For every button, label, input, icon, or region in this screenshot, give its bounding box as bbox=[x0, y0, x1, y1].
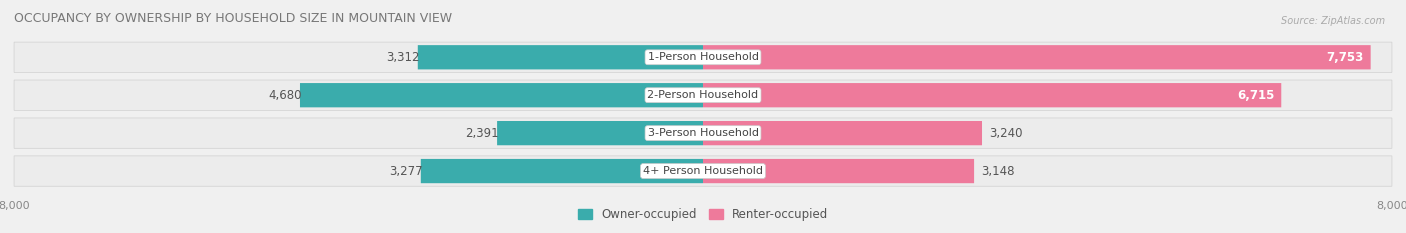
Text: 4,680: 4,680 bbox=[269, 89, 302, 102]
Text: 2-Person Household: 2-Person Household bbox=[647, 90, 759, 100]
Text: 2,391: 2,391 bbox=[465, 127, 499, 140]
Text: 6,715: 6,715 bbox=[1237, 89, 1274, 102]
FancyBboxPatch shape bbox=[703, 45, 1371, 69]
FancyBboxPatch shape bbox=[703, 159, 974, 183]
Text: 3,312: 3,312 bbox=[387, 51, 419, 64]
Text: 3,277: 3,277 bbox=[389, 164, 423, 178]
Text: Source: ZipAtlas.com: Source: ZipAtlas.com bbox=[1281, 16, 1385, 26]
Text: 3-Person Household: 3-Person Household bbox=[648, 128, 758, 138]
Text: 7,753: 7,753 bbox=[1326, 51, 1364, 64]
FancyBboxPatch shape bbox=[418, 45, 703, 69]
FancyBboxPatch shape bbox=[703, 121, 981, 145]
FancyBboxPatch shape bbox=[14, 118, 1392, 148]
FancyBboxPatch shape bbox=[703, 83, 1281, 107]
Text: OCCUPANCY BY OWNERSHIP BY HOUSEHOLD SIZE IN MOUNTAIN VIEW: OCCUPANCY BY OWNERSHIP BY HOUSEHOLD SIZE… bbox=[14, 11, 453, 24]
Text: 3,148: 3,148 bbox=[981, 164, 1015, 178]
FancyBboxPatch shape bbox=[420, 159, 703, 183]
Text: 3,240: 3,240 bbox=[988, 127, 1022, 140]
FancyBboxPatch shape bbox=[498, 121, 703, 145]
FancyBboxPatch shape bbox=[14, 80, 1392, 110]
Text: 4+ Person Household: 4+ Person Household bbox=[643, 166, 763, 176]
Legend: Owner-occupied, Renter-occupied: Owner-occupied, Renter-occupied bbox=[572, 203, 834, 226]
Text: 1-Person Household: 1-Person Household bbox=[648, 52, 758, 62]
FancyBboxPatch shape bbox=[299, 83, 703, 107]
FancyBboxPatch shape bbox=[14, 156, 1392, 186]
FancyBboxPatch shape bbox=[14, 42, 1392, 72]
